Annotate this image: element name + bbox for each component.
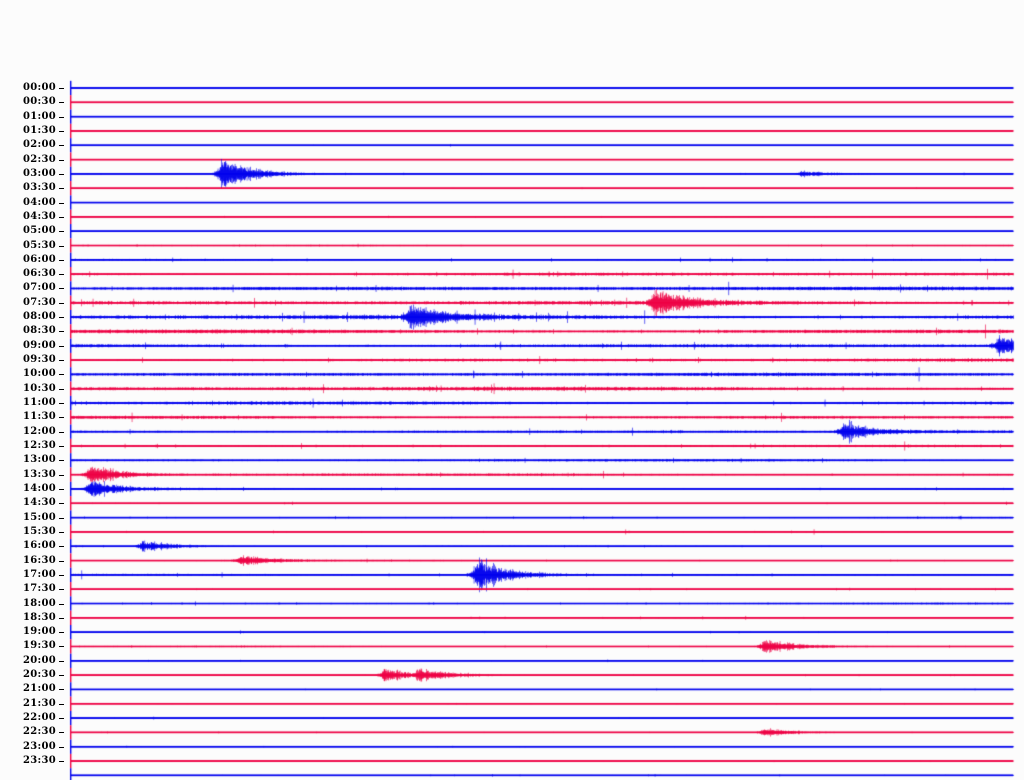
time-tick-mark — [59, 718, 64, 719]
time-tick-label: 16:30 — [22, 554, 56, 566]
time-tick-mark — [59, 589, 64, 590]
time-tick-mark — [59, 117, 64, 118]
time-tick-mark — [59, 88, 64, 89]
time-tick-mark — [59, 475, 64, 476]
time-tick-label: 07:00 — [22, 282, 56, 294]
time-tick-mark — [59, 732, 64, 733]
time-tick-mark — [59, 632, 64, 633]
time-tick-mark — [59, 331, 64, 332]
time-tick-label: 11:30 — [22, 411, 56, 423]
time-tick-mark — [59, 675, 64, 676]
time-tick-mark — [59, 532, 64, 533]
time-tick-label: 09:30 — [22, 354, 56, 366]
time-tick-label: 10:00 — [22, 368, 56, 380]
time-tick-mark — [59, 346, 64, 347]
time-tick-label: 05:30 — [22, 239, 56, 251]
time-tick-mark — [59, 460, 64, 461]
time-tick-mark — [59, 217, 64, 218]
time-tick-mark — [59, 203, 64, 204]
time-tick-mark — [59, 618, 64, 619]
time-tick-mark — [59, 288, 64, 289]
time-tick-label: 20:00 — [22, 654, 56, 666]
time-tick-label: 18:30 — [22, 611, 56, 623]
time-tick-label: 13:30 — [22, 468, 56, 480]
time-tick-mark — [59, 131, 64, 132]
time-tick-label: 16:00 — [22, 540, 56, 552]
time-tick-label: 23:00 — [22, 740, 56, 752]
time-tick-label: 00:00 — [22, 82, 56, 93]
time-tick-mark — [59, 604, 64, 605]
time-tick-label: 07:30 — [22, 296, 56, 308]
time-tick-label: 12:30 — [22, 440, 56, 451]
time-tick-mark — [59, 761, 64, 762]
time-tick-label: 23:30 — [22, 755, 56, 767]
time-tick-mark — [59, 174, 64, 175]
time-tick-label: 17:00 — [22, 568, 56, 580]
time-tick-mark — [59, 403, 64, 404]
time-tick-label: 19:00 — [22, 626, 56, 638]
time-tick-mark — [59, 145, 64, 146]
time-tick-label: 19:30 — [22, 640, 56, 652]
time-tick-label: 13:00 — [22, 454, 56, 466]
time-tick-mark — [59, 102, 64, 103]
time-tick-label: 15:30 — [22, 525, 56, 537]
time-tick-mark — [59, 246, 64, 247]
time-axis-tick-labels: 00:00 00:30 01:00 01:30 02:00 02:30 03:00 03:30… — [0, 0, 70, 780]
time-tick-label: 01:00 — [22, 110, 56, 122]
time-tick-label: 11:00 — [22, 397, 56, 409]
time-tick-label: 14:00 — [22, 482, 56, 494]
time-tick-label: 08:30 — [22, 325, 56, 337]
time-tick-label: 20:30 — [22, 669, 56, 681]
time-tick-mark — [59, 260, 64, 261]
time-tick-mark — [59, 417, 64, 418]
time-tick-mark — [59, 303, 64, 304]
time-tick-mark — [59, 661, 64, 662]
time-tick-label: 22:30 — [22, 726, 56, 738]
time-tick-label: 02:00 — [22, 139, 56, 151]
time-tick-mark — [59, 446, 64, 447]
time-tick-mark — [59, 546, 64, 547]
time-tick-label: 05:00 — [22, 225, 56, 237]
time-tick-label: 06:00 — [22, 253, 56, 265]
time-tick-label: 14:30 — [22, 497, 56, 509]
time-tick-mark — [59, 561, 64, 562]
time-tick-label: 21:00 — [22, 683, 56, 695]
time-tick-label: 04:00 — [22, 196, 56, 208]
time-tick-label: 21:30 — [22, 697, 56, 709]
time-tick-label: 18:00 — [22, 597, 56, 609]
time-tick-label: 06:30 — [22, 268, 56, 280]
time-tick-mark — [59, 575, 64, 576]
time-tick-mark — [59, 274, 64, 275]
time-tick-label: 09:00 — [22, 339, 56, 351]
time-tick-mark — [59, 689, 64, 690]
time-tick-mark — [59, 646, 64, 647]
time-tick-label: 17:30 — [22, 583, 56, 595]
time-tick-label: 01:30 — [22, 124, 56, 136]
time-tick-mark — [59, 747, 64, 748]
time-tick-mark — [59, 317, 64, 318]
time-tick-mark — [59, 374, 64, 375]
time-tick-mark — [59, 503, 64, 504]
time-tick-mark — [59, 188, 64, 189]
time-tick-label: 08:00 — [22, 311, 56, 323]
time-tick-label: 12:00 — [22, 425, 56, 437]
time-tick-label: 10:30 — [22, 382, 56, 394]
time-tick-label: 03:30 — [22, 182, 56, 194]
time-tick-mark — [59, 389, 64, 390]
time-tick-label: 04:30 — [22, 210, 56, 222]
time-tick-mark — [59, 231, 64, 232]
time-tick-mark — [59, 160, 64, 161]
time-tick-mark — [59, 360, 64, 361]
time-tick-mark — [59, 704, 64, 705]
time-tick-mark — [59, 518, 64, 519]
time-tick-label: 03:00 — [22, 167, 56, 179]
time-tick-label: 22:00 — [22, 712, 56, 724]
time-tick-mark — [59, 432, 64, 433]
time-tick-label: 00:30 — [22, 96, 56, 108]
time-tick-label: 15:00 — [22, 511, 56, 523]
time-tick-label: 02:30 — [22, 153, 56, 165]
time-tick-mark — [59, 489, 64, 490]
